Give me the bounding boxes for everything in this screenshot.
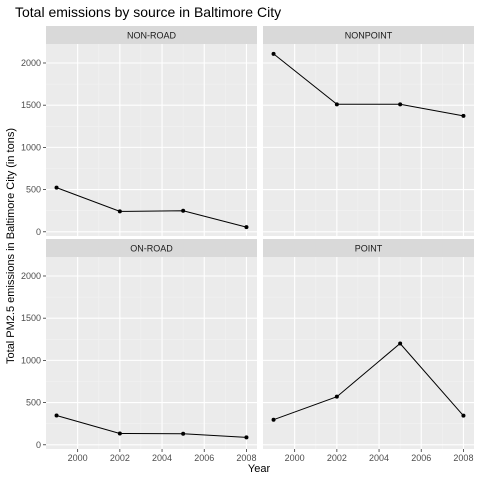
x-tick-label: 2008 bbox=[453, 453, 473, 463]
y-tick-label: 2000 bbox=[21, 58, 41, 68]
panel-background bbox=[46, 257, 257, 449]
x-tick-label: 2006 bbox=[411, 453, 431, 463]
strip bbox=[263, 239, 474, 257]
x-tick-label: 2008 bbox=[236, 453, 256, 463]
y-tick-label: 500 bbox=[26, 185, 41, 195]
data-point bbox=[54, 185, 59, 190]
y-tick-label: 1500 bbox=[21, 100, 41, 110]
data-point bbox=[181, 431, 186, 436]
panel-background bbox=[263, 44, 474, 236]
data-point bbox=[334, 102, 339, 107]
series-line bbox=[273, 53, 464, 117]
data-point bbox=[117, 209, 122, 214]
x-tick-label: 2004 bbox=[369, 453, 389, 463]
facet-panels: NON-ROAD 0 500 1000 1500 2000 NONPOINT ON-ROAD 0… bbox=[21, 26, 474, 463]
data-point bbox=[271, 417, 276, 422]
x-tick-label: 2002 bbox=[327, 453, 347, 463]
y-tick-label: 0 bbox=[36, 227, 41, 237]
chart-title: Total emissions by source in Baltimore C… bbox=[15, 4, 281, 20]
data-point bbox=[244, 225, 249, 230]
strip bbox=[263, 26, 474, 44]
y-tick-label: 0 bbox=[36, 440, 41, 450]
data-point bbox=[461, 413, 466, 418]
x-tick-label: 2000 bbox=[285, 453, 305, 463]
data-point bbox=[54, 413, 59, 418]
x-tick-label: 2006 bbox=[194, 453, 214, 463]
panel-non-road: NON-ROAD 0 500 1000 1500 2000 bbox=[21, 26, 257, 237]
strip-label: ON-ROAD bbox=[130, 244, 173, 254]
data-point bbox=[461, 113, 466, 118]
data-point bbox=[244, 435, 249, 440]
panel-background bbox=[263, 257, 474, 449]
data-point bbox=[117, 431, 122, 436]
series-line bbox=[56, 187, 247, 228]
panel-on-road: ON-ROAD 0 500 1000 1500 2000 2000 2002 2004 2006 2… bbox=[21, 239, 257, 463]
strip bbox=[46, 26, 257, 44]
y-tick-label: 500 bbox=[26, 398, 41, 408]
y-axis-label: Total PM2.5 emissions in Baltimore City … bbox=[5, 128, 17, 364]
strip-label: NONPOINT bbox=[345, 31, 393, 41]
y-tick-label: 1000 bbox=[21, 142, 41, 152]
data-point bbox=[181, 208, 186, 213]
strip-label: NON-ROAD bbox=[127, 31, 176, 41]
x-tick-label: 2004 bbox=[152, 453, 172, 463]
x-tick-label: 2002 bbox=[110, 453, 130, 463]
x-tick-label: 2000 bbox=[68, 453, 88, 463]
strip bbox=[46, 239, 257, 257]
panel-nonpoint: NONPOINT bbox=[263, 26, 474, 236]
series-line bbox=[273, 342, 464, 421]
y-tick-label: 2000 bbox=[21, 271, 41, 281]
strip-label: POINT bbox=[355, 244, 383, 254]
panel-point: POINT 2000 2002 2004 2006 2008 bbox=[263, 239, 474, 463]
data-point bbox=[271, 51, 276, 56]
y-tick-label: 1500 bbox=[21, 313, 41, 323]
series-line bbox=[56, 415, 247, 438]
y-tick-label: 1000 bbox=[21, 355, 41, 365]
data-point bbox=[398, 341, 403, 346]
data-point bbox=[398, 102, 403, 107]
x-axis-label: Year bbox=[248, 463, 271, 475]
panel-background bbox=[46, 44, 257, 236]
data-point bbox=[334, 394, 339, 399]
